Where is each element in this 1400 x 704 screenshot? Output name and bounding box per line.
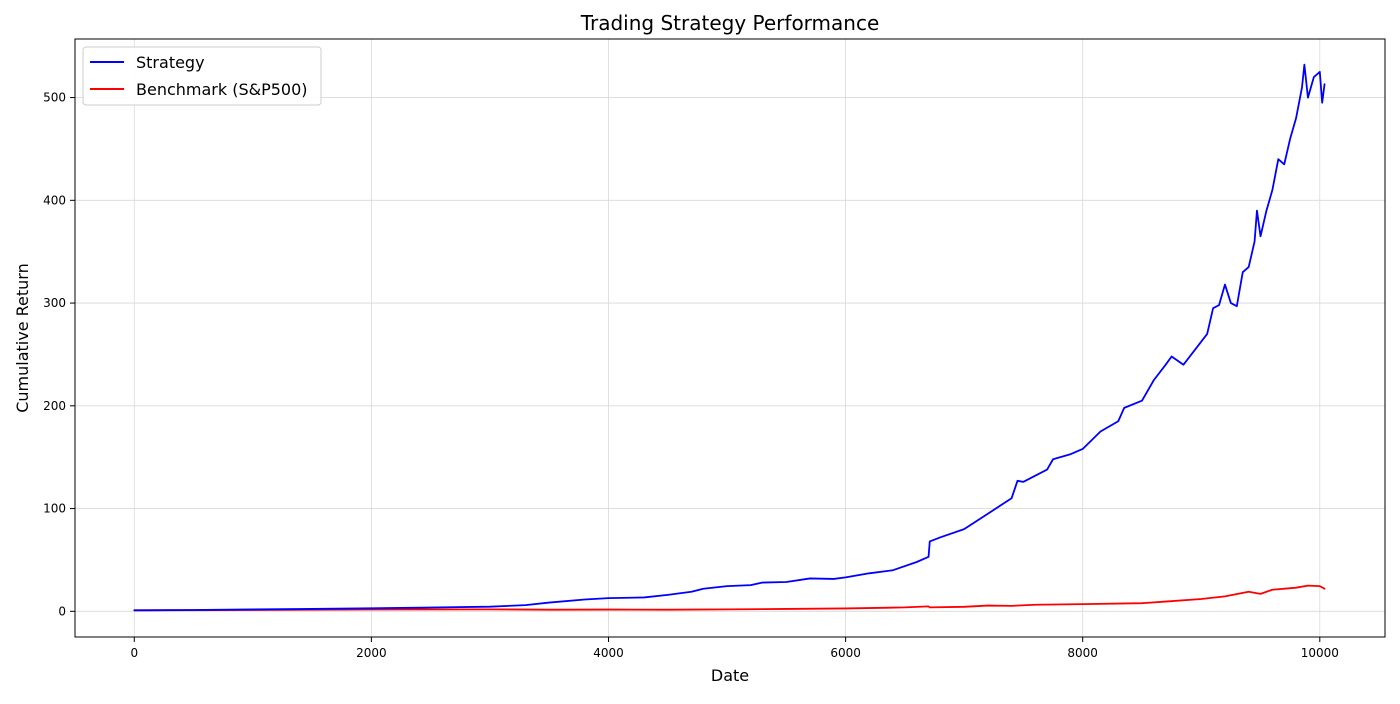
legend: Strategy Benchmark (S&P500) xyxy=(82,46,322,106)
plot-frame xyxy=(74,38,1386,638)
y-tick-label: 200 xyxy=(43,399,66,413)
x-tick-label: 4000 xyxy=(593,646,624,660)
y-axis-title: Cumulative Return xyxy=(13,263,32,413)
x-tick-label: 2000 xyxy=(356,646,387,660)
y-tick-label: 100 xyxy=(43,502,66,516)
series-line-strategy xyxy=(133,63,1326,612)
tick-layer: 0 2000 4000 6000 8000 10000 0 100 200 300 400 500 xyxy=(43,91,1339,660)
y-tick-label: 300 xyxy=(43,296,66,310)
x-tick-label: 10000 xyxy=(1301,646,1339,660)
chart-title: Trading Strategy Performance xyxy=(580,11,880,35)
y-tick-label: 500 xyxy=(43,91,66,105)
legend-label-benchmark: Benchmark (S&P500) xyxy=(136,80,308,99)
legend-box xyxy=(82,46,322,106)
series-layer xyxy=(133,63,1326,612)
grid-layer xyxy=(75,39,1385,637)
y-tick-label: 400 xyxy=(43,193,66,207)
y-tick-label: 0 xyxy=(58,604,66,618)
x-tick-label: 6000 xyxy=(830,646,861,660)
x-axis-title: Date xyxy=(711,666,749,685)
x-tick-label: 0 xyxy=(130,646,138,660)
legend-label-strategy: Strategy xyxy=(136,53,205,72)
x-tick-label: 8000 xyxy=(1067,646,1098,660)
series-line-benchmark xyxy=(133,584,1326,612)
